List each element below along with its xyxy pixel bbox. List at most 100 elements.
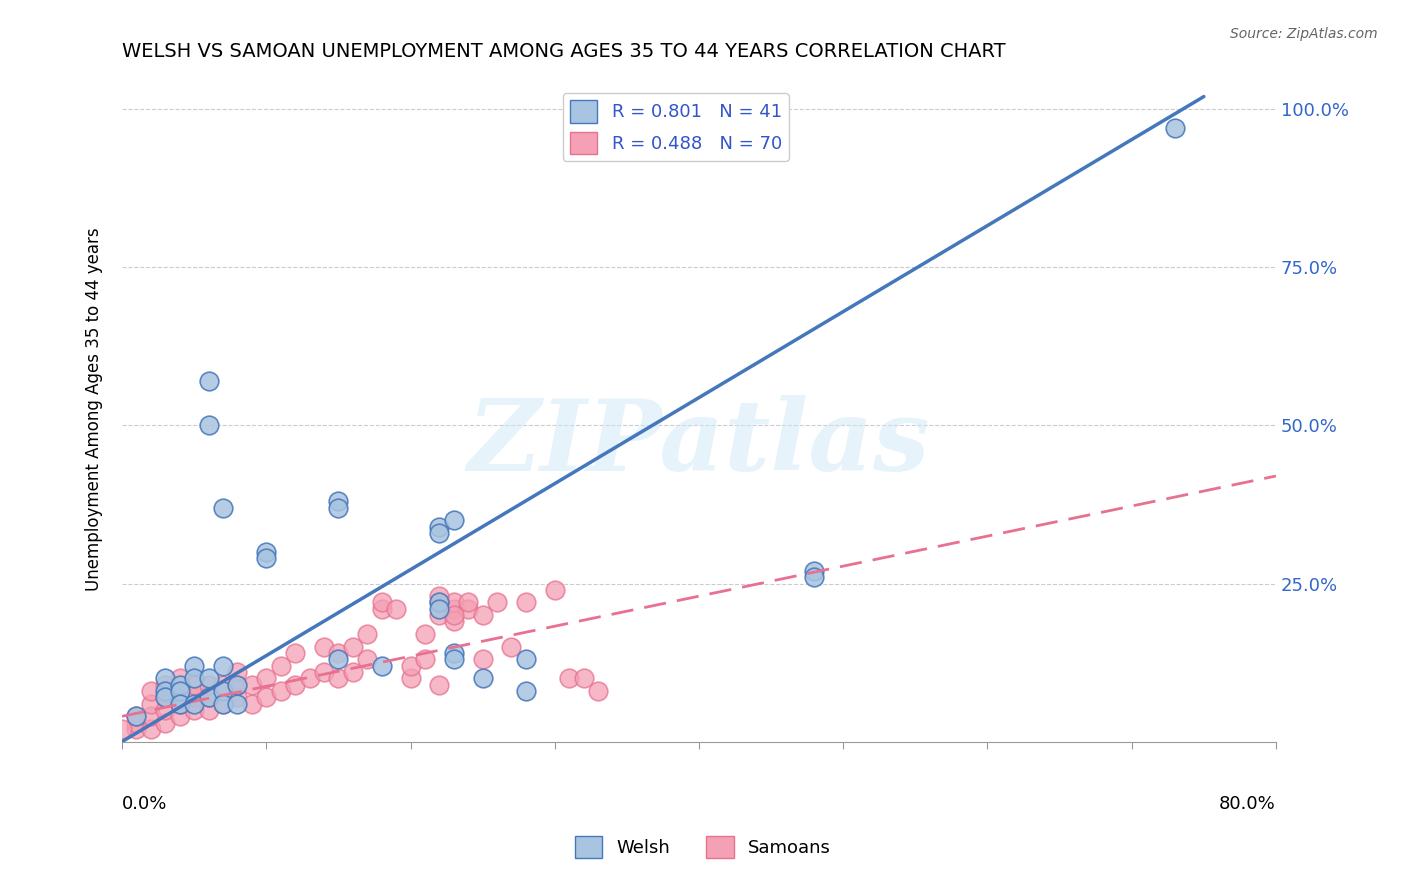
Point — [443, 602, 465, 616]
Point — [284, 646, 307, 660]
Point — [254, 551, 277, 566]
Point — [427, 595, 450, 609]
Point — [226, 678, 249, 692]
Point — [427, 519, 450, 533]
Text: ZIPatlas: ZIPatlas — [468, 394, 931, 491]
Point — [139, 684, 162, 698]
Point — [155, 715, 177, 730]
Point — [457, 595, 479, 609]
Point — [342, 640, 364, 654]
Point — [169, 684, 191, 698]
Point — [328, 652, 350, 666]
Point — [212, 697, 235, 711]
Point — [183, 678, 205, 692]
Point — [183, 703, 205, 717]
Point — [212, 697, 235, 711]
Point — [212, 658, 235, 673]
Point — [644, 115, 666, 129]
Point — [155, 690, 177, 705]
Point — [427, 678, 450, 692]
Point — [427, 525, 450, 540]
Point — [385, 602, 408, 616]
Point — [254, 672, 277, 686]
Point — [226, 678, 249, 692]
Text: 80.0%: 80.0% — [1219, 795, 1277, 813]
Legend: Welsh, Samoans: Welsh, Samoans — [568, 829, 838, 865]
Point — [328, 646, 350, 660]
Point — [803, 564, 825, 578]
Point — [298, 672, 321, 686]
Y-axis label: Unemployment Among Ages 35 to 44 years: Unemployment Among Ages 35 to 44 years — [86, 227, 103, 591]
Point — [270, 658, 292, 673]
Point — [644, 121, 666, 136]
Point — [312, 640, 335, 654]
Point — [155, 703, 177, 717]
Point — [515, 652, 537, 666]
Point — [471, 608, 494, 623]
Point — [240, 678, 263, 692]
Point — [515, 684, 537, 698]
Point — [155, 690, 177, 705]
Point — [169, 697, 191, 711]
Point — [155, 678, 177, 692]
Point — [183, 672, 205, 686]
Point — [197, 418, 219, 433]
Point — [169, 709, 191, 723]
Point — [370, 602, 392, 616]
Point — [183, 658, 205, 673]
Point — [139, 697, 162, 711]
Point — [111, 722, 134, 736]
Point — [328, 494, 350, 508]
Point — [270, 684, 292, 698]
Point — [427, 602, 450, 616]
Point — [471, 652, 494, 666]
Point — [254, 690, 277, 705]
Point — [169, 697, 191, 711]
Point — [515, 595, 537, 609]
Point — [427, 608, 450, 623]
Point — [212, 500, 235, 515]
Point — [197, 703, 219, 717]
Text: 0.0%: 0.0% — [122, 795, 167, 813]
Point — [443, 652, 465, 666]
Text: Source: ZipAtlas.com: Source: ZipAtlas.com — [1230, 27, 1378, 41]
Point — [155, 684, 177, 698]
Legend: R = 0.801   N = 41, R = 0.488   N = 70: R = 0.801 N = 41, R = 0.488 N = 70 — [562, 94, 789, 161]
Point — [356, 652, 378, 666]
Point — [197, 690, 219, 705]
Point — [342, 665, 364, 679]
Point — [240, 697, 263, 711]
Point — [139, 709, 162, 723]
Point — [370, 658, 392, 673]
Point — [226, 697, 249, 711]
Point — [169, 684, 191, 698]
Point — [254, 545, 277, 559]
Point — [328, 500, 350, 515]
Point — [399, 672, 422, 686]
Point — [226, 665, 249, 679]
Point — [427, 595, 450, 609]
Point — [443, 513, 465, 527]
Point — [197, 678, 219, 692]
Point — [125, 709, 148, 723]
Point — [443, 608, 465, 623]
Text: WELSH VS SAMOAN UNEMPLOYMENT AMONG AGES 35 TO 44 YEARS CORRELATION CHART: WELSH VS SAMOAN UNEMPLOYMENT AMONG AGES … — [122, 42, 1005, 61]
Point — [413, 652, 436, 666]
Point — [125, 722, 148, 736]
Point — [443, 595, 465, 609]
Point — [125, 709, 148, 723]
Point — [169, 672, 191, 686]
Point — [572, 672, 595, 686]
Point — [370, 595, 392, 609]
Point — [356, 627, 378, 641]
Point — [328, 672, 350, 686]
Point — [125, 715, 148, 730]
Point — [197, 374, 219, 388]
Point — [544, 582, 567, 597]
Point — [443, 615, 465, 629]
Point — [139, 722, 162, 736]
Point — [226, 690, 249, 705]
Point — [399, 658, 422, 673]
Point — [169, 678, 191, 692]
Point — [212, 684, 235, 698]
